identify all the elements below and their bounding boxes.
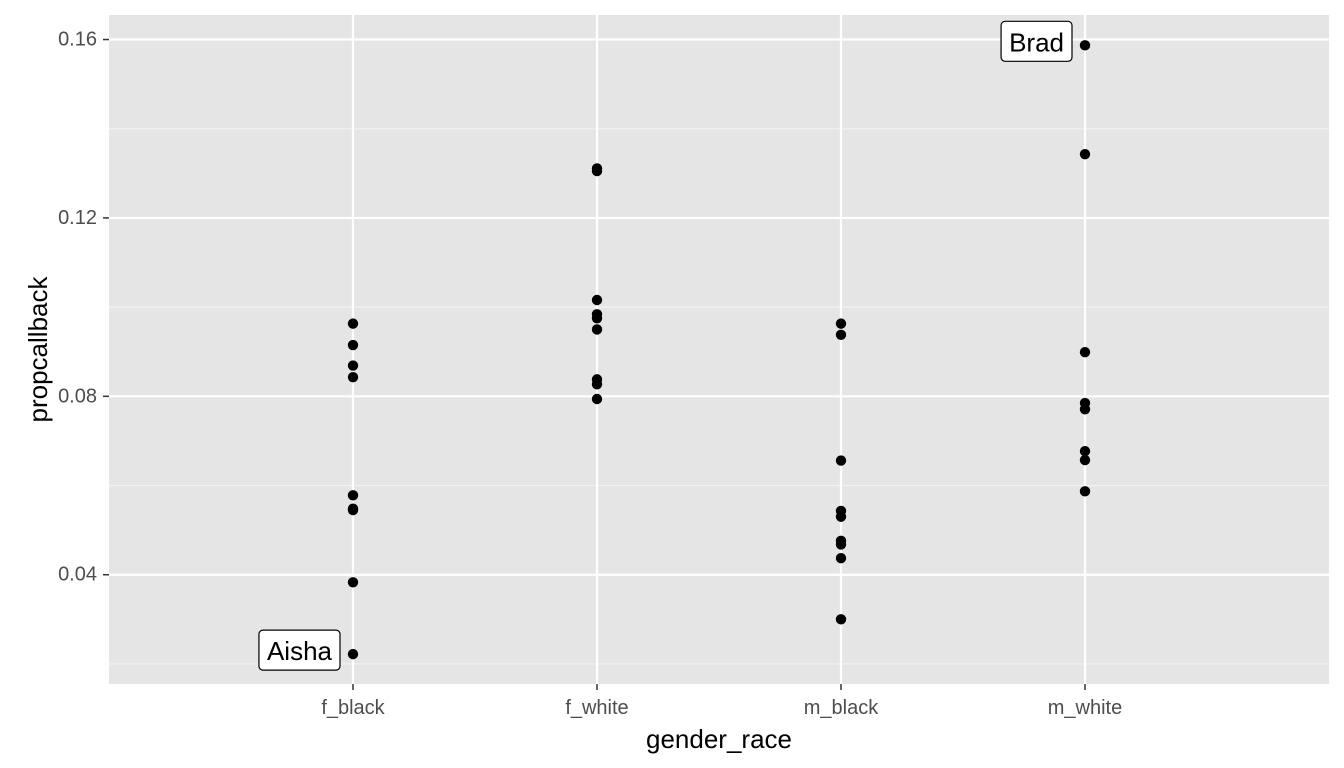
x-tick-label: m_white xyxy=(1048,697,1122,719)
data-points xyxy=(347,40,1091,660)
data-point xyxy=(1079,486,1091,497)
y-axis-title: propcallback xyxy=(23,276,53,423)
annotation-text: Brad xyxy=(1009,27,1064,57)
data-point xyxy=(591,393,603,405)
plot-panel xyxy=(109,15,1329,684)
data-point xyxy=(1079,404,1091,415)
data-point xyxy=(1079,454,1091,466)
x-tick-label: f_black xyxy=(321,697,385,719)
data-point xyxy=(347,577,359,588)
point-annotations: Aisha Brad xyxy=(258,20,1073,671)
data-point xyxy=(1079,346,1091,358)
y-axis: 0.04 0.08 0.12 0.16 xyxy=(58,29,109,586)
data-point xyxy=(591,165,603,177)
data-point xyxy=(591,313,603,324)
data-point xyxy=(835,318,847,329)
data-point xyxy=(835,329,847,340)
data-point xyxy=(347,371,359,383)
data-point xyxy=(591,324,603,335)
y-tick-label: 0.12 xyxy=(58,207,97,229)
data-point xyxy=(347,648,359,660)
data-point xyxy=(1079,445,1091,457)
x-axis: f_black f_white m_black m_white xyxy=(321,684,1122,719)
annotation-label: Brad xyxy=(1000,20,1073,62)
annotation-label: Aisha xyxy=(258,629,341,671)
y-tick-label: 0.16 xyxy=(58,29,97,51)
data-point xyxy=(835,511,847,522)
annotation-box xyxy=(258,629,341,671)
annotation-text: Aisha xyxy=(267,636,333,666)
y-tick-label: 0.08 xyxy=(58,385,97,407)
data-point xyxy=(835,614,847,625)
x-axis-title: gender_race xyxy=(646,724,792,754)
x-tick-label: f_white xyxy=(565,697,628,719)
annotation-box xyxy=(1000,20,1073,62)
data-point xyxy=(347,318,359,329)
data-point xyxy=(835,455,847,466)
x-tick-label: m_black xyxy=(804,697,879,719)
data-point xyxy=(835,539,847,550)
data-point xyxy=(347,490,359,501)
data-point xyxy=(347,504,359,516)
data-point xyxy=(1079,148,1091,160)
data-point xyxy=(1079,40,1091,51)
data-point xyxy=(835,553,847,564)
data-point xyxy=(591,379,603,390)
data-point xyxy=(347,360,359,371)
data-point xyxy=(591,294,603,306)
data-point xyxy=(347,339,359,351)
y-tick-label: 0.04 xyxy=(58,564,97,586)
